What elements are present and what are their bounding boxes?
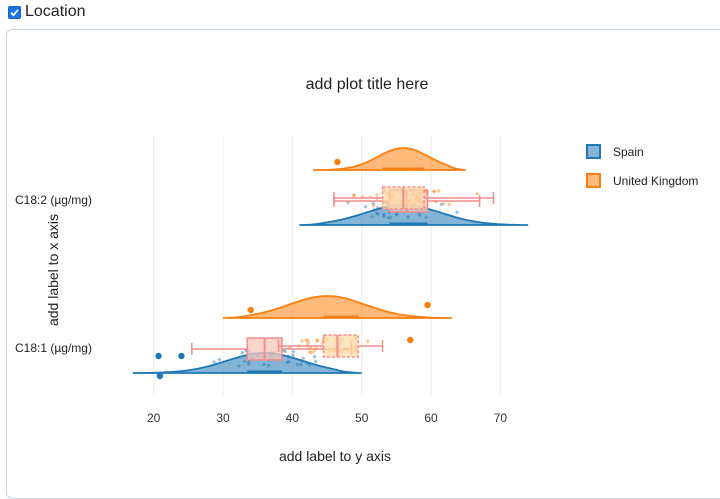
rain-point [375, 205, 380, 210]
rain-point [454, 210, 460, 215]
rain-point [312, 354, 317, 359]
rain-point [433, 199, 439, 204]
x-tick-label: 30 [216, 411, 230, 425]
density-cloud [222, 295, 452, 319]
legend: Spain United Kingdom [586, 144, 698, 188]
x-tick-label: 20 [147, 411, 161, 425]
rain-point [417, 213, 422, 218]
rain-point [290, 353, 296, 358]
rain-point [371, 203, 376, 208]
rain-point [311, 348, 317, 354]
rain-point [381, 212, 387, 217]
outlier-point [407, 336, 414, 344]
outlier-point [156, 372, 164, 380]
rain-point [441, 201, 446, 207]
rain-point [388, 215, 393, 220]
rain-point [236, 363, 242, 368]
category-label: C18:2 (µg/mg) [15, 193, 92, 207]
rain-point [351, 193, 356, 198]
rain-point [240, 350, 245, 355]
rain-point [299, 358, 304, 363]
outlier-point [247, 306, 254, 314]
rain-point [305, 341, 311, 346]
rain-point [447, 202, 452, 207]
rain-point [246, 362, 251, 367]
rain-point [266, 363, 271, 368]
location-label: Location [25, 3, 86, 20]
legend-label: United Kingdom [613, 174, 698, 188]
rain-point [432, 189, 437, 194]
rain-point [285, 360, 290, 365]
outlier-point [155, 352, 162, 360]
rain-point [381, 213, 386, 219]
rain-point [314, 338, 320, 343]
rain-point [313, 346, 319, 351]
box [322, 334, 359, 358]
density-cloud [313, 147, 466, 171]
location-toggle[interactable]: Location [8, 2, 86, 22]
x-tick-label: 40 [286, 411, 300, 425]
x-tick-label: 50 [355, 411, 369, 425]
legend-label: Spain [613, 145, 644, 159]
rain-point [298, 362, 304, 367]
rain-point [217, 357, 222, 362]
rain-point [242, 359, 247, 364]
rain-point [371, 201, 376, 206]
series-united-kingdom [222, 147, 495, 358]
grid-lines [153, 135, 501, 395]
rain-point [246, 359, 252, 364]
rain-point [394, 212, 399, 217]
rain-point [309, 350, 314, 355]
rain-point [304, 337, 309, 343]
raincloud-plot: add plot title here 20 30 40 50 60 70 add label… [15, 76, 698, 464]
x-axis-label: add label to y axis [279, 448, 391, 464]
legend-swatch [586, 144, 601, 159]
location-checkbox[interactable] [8, 5, 21, 19]
rain-point [374, 192, 380, 198]
category-label: C18:1 (µg/mg) [15, 341, 92, 355]
rain-point [211, 359, 217, 364]
x-tick-label: 60 [424, 411, 438, 425]
rain-point [305, 338, 311, 343]
rain-point [374, 211, 380, 216]
rain-point [375, 211, 380, 217]
legend-swatch [586, 173, 601, 188]
rain-point [436, 188, 441, 193]
rain-point [439, 202, 444, 207]
rain-point [369, 214, 375, 219]
chart-title: add plot title here [306, 76, 429, 93]
rain-point [286, 359, 292, 364]
rain-point [313, 359, 318, 364]
rain-point [371, 207, 377, 212]
rain-point [307, 363, 312, 368]
rain-point [423, 215, 429, 220]
outlier-point [334, 158, 341, 166]
rain-point [305, 361, 310, 366]
rain-point [475, 191, 480, 196]
outlier-point [178, 352, 185, 360]
rain-point [315, 338, 320, 343]
rain-point [299, 338, 305, 344]
rain-point [365, 339, 370, 344]
rain-point [286, 354, 291, 359]
rain-point [301, 356, 306, 361]
y-axis-label: add label to x axis [45, 214, 61, 326]
rain-point [307, 349, 312, 355]
rain-point [363, 204, 368, 209]
rain-point [291, 349, 296, 354]
plot-panel: add plot title here 20 30 40 50 60 70 add label… [6, 29, 720, 499]
checkmark-icon [10, 8, 19, 17]
rain-point [431, 189, 436, 194]
x-tick-label: 70 [494, 411, 508, 425]
rain-point [406, 214, 411, 220]
rain-point [352, 193, 357, 198]
rain-point [424, 189, 429, 194]
rain-point [386, 215, 391, 220]
outlier-point [424, 301, 431, 309]
rain-point [282, 349, 288, 354]
rain-point [295, 362, 300, 367]
